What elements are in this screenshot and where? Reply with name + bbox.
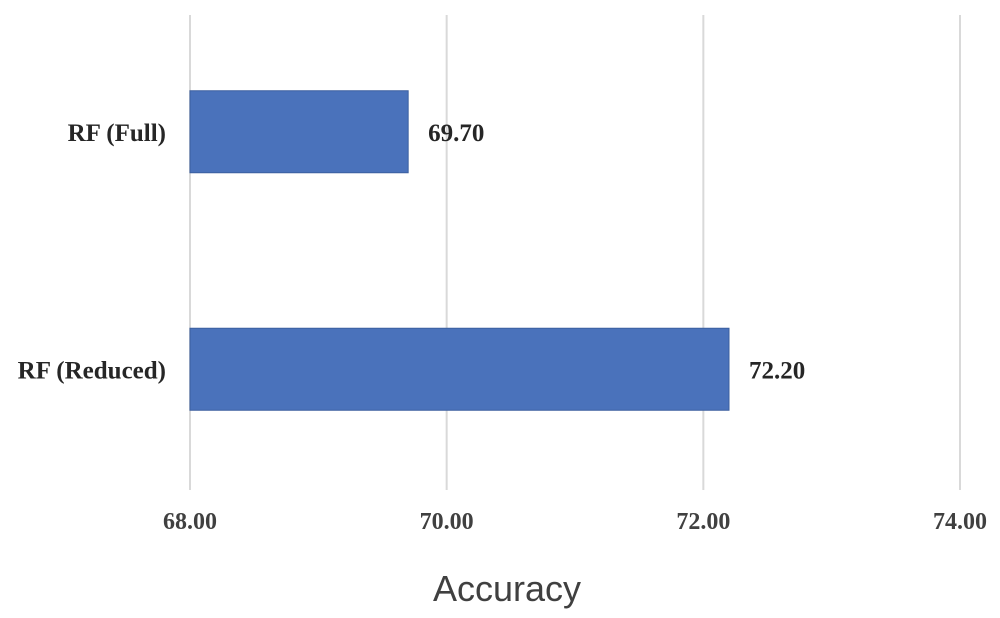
x-axis-title: Accuracy xyxy=(433,568,581,609)
x-tick-label: 74.00 xyxy=(933,509,987,535)
bar xyxy=(189,90,409,174)
category-label: RF (Full) xyxy=(68,120,166,147)
gridlines xyxy=(189,15,961,490)
x-tick-labels: 68.00 70.00 72.00 74.00 xyxy=(163,509,987,535)
data-label: 69.70 xyxy=(428,120,484,147)
x-tick-label: 70.00 xyxy=(420,509,474,535)
bars xyxy=(189,90,730,411)
category-label: RF (Reduced) xyxy=(18,357,166,384)
bar xyxy=(189,327,730,411)
x-tick-label: 68.00 xyxy=(163,509,217,535)
category-labels: RF (Full) RF (Reduced) xyxy=(18,120,166,385)
data-label: 72.20 xyxy=(749,357,805,384)
x-tick-label: 72.00 xyxy=(676,509,730,535)
data-labels: 69.70 72.20 xyxy=(428,120,805,385)
